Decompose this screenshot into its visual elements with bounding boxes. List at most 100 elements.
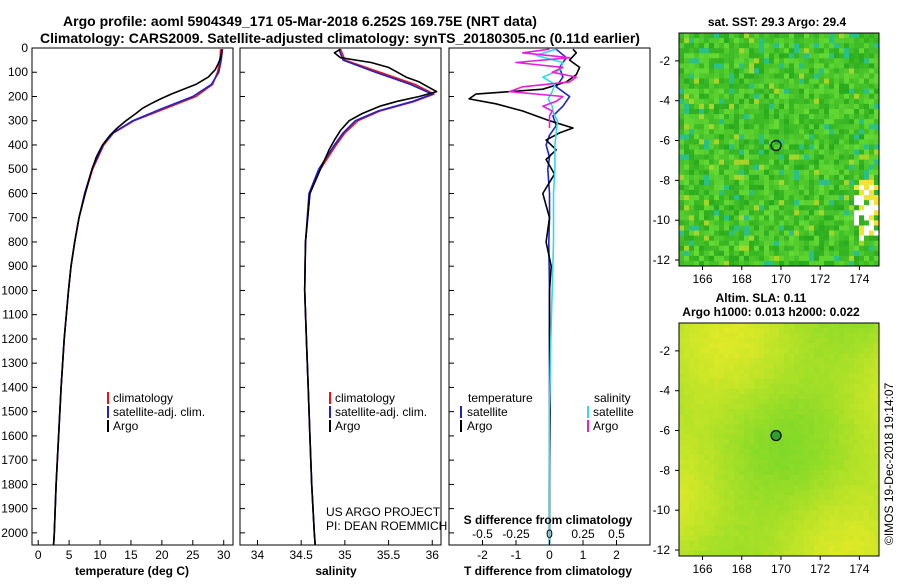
heatmap-cell xyxy=(694,540,700,547)
heatmap-cell xyxy=(699,358,705,364)
heatmap-cell xyxy=(824,393,830,400)
heatmap-cell xyxy=(854,510,860,516)
heatmap-cell xyxy=(689,210,695,216)
heatmap-cell xyxy=(844,220,850,226)
heatmap-cell xyxy=(849,343,855,349)
heatmap-cell xyxy=(864,124,870,130)
heatmap-cell xyxy=(744,520,750,527)
heatmap-cell xyxy=(779,98,785,105)
heatmap-cell xyxy=(759,235,765,242)
heatmap-cell xyxy=(679,225,685,231)
heatmap-cell xyxy=(724,490,730,496)
heatmap-cell xyxy=(689,444,695,451)
heatmap-cell xyxy=(804,409,810,415)
heatmap-cell xyxy=(854,393,860,400)
heatmap-cell xyxy=(754,464,760,471)
heatmap-cell xyxy=(819,53,825,59)
heatmap-cell xyxy=(779,260,785,267)
heatmap-cell xyxy=(799,434,805,440)
heatmap-cell xyxy=(694,495,700,501)
heatmap-cell xyxy=(789,383,795,390)
heatmap-cell xyxy=(819,103,825,110)
heatmap-cell xyxy=(684,348,690,354)
heatmap-cell xyxy=(839,510,845,516)
heatmap-cell xyxy=(699,88,705,95)
heatmap-cell xyxy=(689,169,695,176)
heatmap-cell xyxy=(699,409,705,415)
heatmap-cell xyxy=(779,38,785,44)
heatmap-cell xyxy=(714,474,720,481)
heatmap-cell xyxy=(774,114,780,120)
heatmap-cell xyxy=(709,515,715,521)
heatmap-cell xyxy=(819,225,825,231)
heatmap-cell xyxy=(829,164,835,171)
heatmap-cell xyxy=(689,245,695,252)
heatmap-cell xyxy=(839,260,845,267)
heatmap-cell xyxy=(739,144,745,150)
heatmap-cell xyxy=(834,449,840,456)
heatmap-cell xyxy=(834,520,840,527)
heatmap-cell xyxy=(829,343,835,349)
heatmap-cell xyxy=(769,510,775,516)
heatmap-cell xyxy=(779,184,785,191)
heatmap-cell xyxy=(734,333,740,339)
heatmap-cell xyxy=(719,404,725,410)
heatmap-cell xyxy=(854,245,860,252)
heatmap-cell xyxy=(764,38,770,44)
heatmap-cell xyxy=(699,414,705,420)
heatmap-cell xyxy=(774,235,780,242)
heatmap-cell xyxy=(704,195,710,201)
heatmap-cell xyxy=(854,414,860,420)
heatmap-cell xyxy=(829,439,835,445)
heatmap-cell xyxy=(719,353,725,359)
heatmap-cell xyxy=(859,358,865,364)
heatmap-cell xyxy=(864,129,870,135)
heatmap-cell xyxy=(724,154,730,161)
heatmap-cell xyxy=(689,53,695,59)
heatmap-cell xyxy=(769,159,775,166)
heatmap-cell xyxy=(749,93,755,100)
heatmap-cell xyxy=(799,159,805,166)
heatmap-cell xyxy=(854,38,860,44)
heatmap-cell xyxy=(749,490,755,496)
heatmap-cell xyxy=(724,220,730,226)
heatmap-cell xyxy=(684,545,690,552)
heatmap-cell xyxy=(834,210,840,216)
heatmap-cell xyxy=(784,444,790,451)
heatmap-cell xyxy=(724,368,730,375)
heatmap-cell xyxy=(794,358,800,364)
heatmap-cell xyxy=(779,449,785,456)
heatmap-cell xyxy=(784,73,790,79)
heatmap-cell xyxy=(764,225,770,231)
heatmap-cell xyxy=(709,190,715,196)
heatmap-cell xyxy=(704,535,710,542)
heatmap-cell xyxy=(784,363,790,369)
heatmap-cell xyxy=(804,429,810,435)
heatmap-cell xyxy=(694,480,700,486)
heatmap-cell xyxy=(849,144,855,150)
heatmap-cell xyxy=(789,434,795,440)
heatmap-cell xyxy=(689,190,695,196)
heatmap-cell xyxy=(764,98,770,105)
heatmap-cell xyxy=(709,119,715,125)
heatmap-cell xyxy=(704,215,710,221)
heatmap-cell xyxy=(684,63,690,69)
heatmap-cell xyxy=(794,424,800,430)
heatmap-cell xyxy=(769,235,775,242)
heatmap-cell xyxy=(864,230,870,237)
heatmap-cell xyxy=(874,368,880,375)
heatmap-cell xyxy=(724,43,730,49)
heatmap-cell xyxy=(744,363,750,369)
heatmap-cell xyxy=(704,474,710,481)
heatmap-cell xyxy=(694,190,700,196)
heatmap-cell xyxy=(854,149,860,155)
heatmap-cell xyxy=(804,449,810,456)
heatmap-cell xyxy=(849,33,855,39)
heatmap-cell xyxy=(824,58,830,64)
heatmap-cell xyxy=(859,190,865,196)
heatmap-cell xyxy=(829,53,835,59)
heatmap-cell xyxy=(784,240,790,247)
heatmap-cell xyxy=(694,98,700,105)
heatmap-cell xyxy=(729,535,735,542)
heatmap-cell xyxy=(719,434,725,440)
